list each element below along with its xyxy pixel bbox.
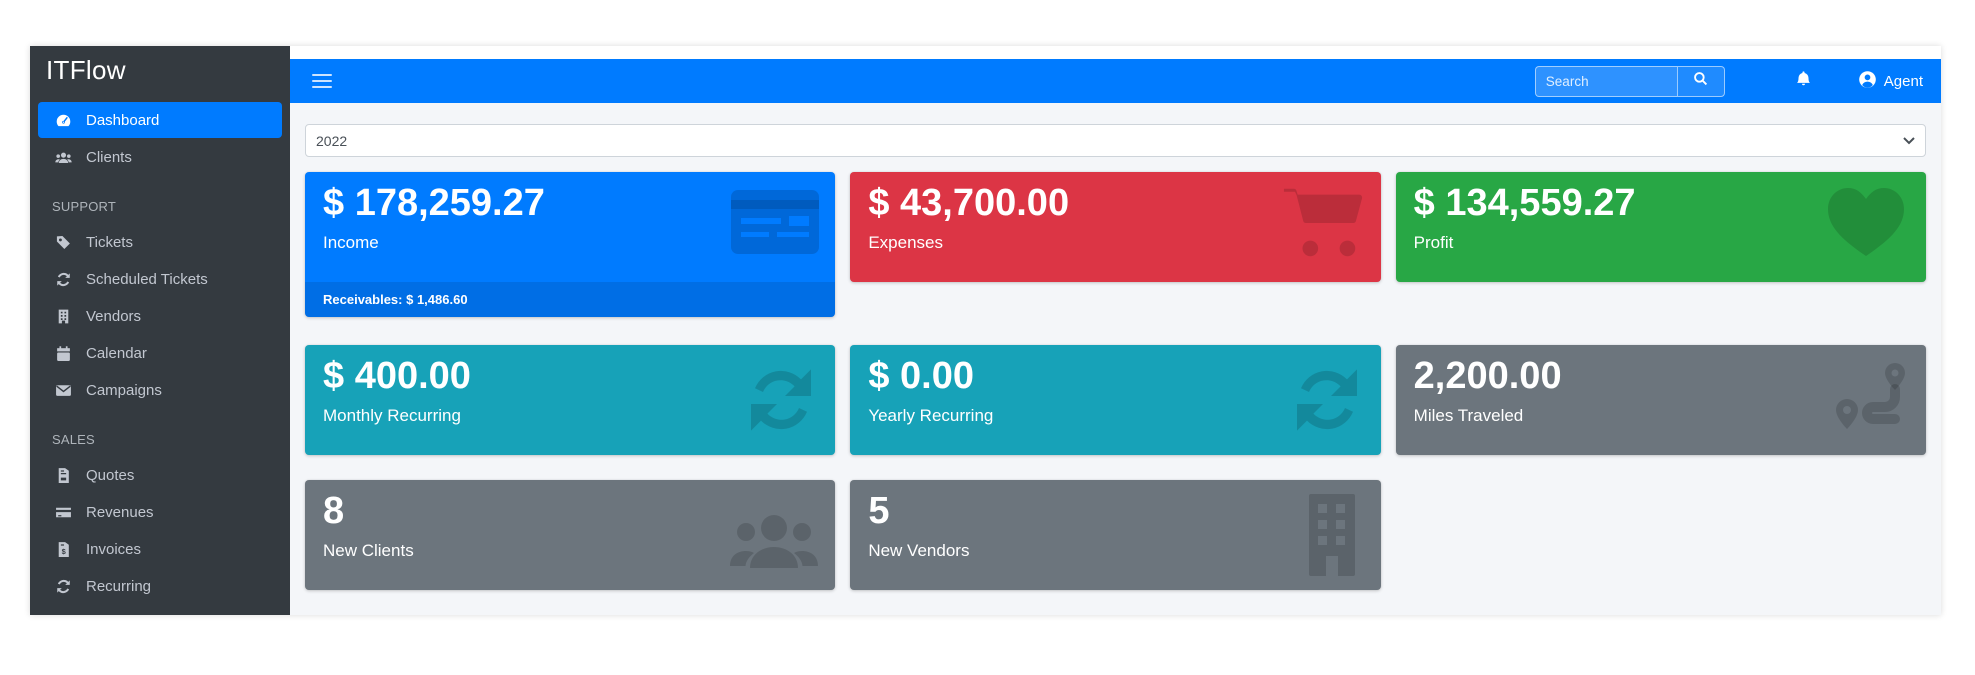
- cards-row-2: $ 400.00 Monthly Recurring $ 0.00 Yearly…: [305, 345, 1926, 455]
- top-gap: [290, 46, 1941, 59]
- miles-traveled-label: Miles Traveled: [1413, 406, 1524, 425]
- sync-icon: [745, 367, 817, 438]
- expenses-label: Expenses: [868, 233, 943, 252]
- file-invoice-icon: [52, 467, 74, 484]
- route-icon: [1832, 361, 1912, 440]
- sync-icon: [1291, 367, 1363, 438]
- sidebar-item-recurring[interactable]: Recurring: [38, 568, 282, 604]
- sidebar-section-sales: SALES: [52, 432, 95, 447]
- sidebar-item-label: Revenues: [86, 503, 154, 521]
- sidebar-item-revenues[interactable]: Revenues: [38, 494, 282, 530]
- miles-traveled-value: 2,200.00: [1413, 355, 1562, 397]
- sidebar-item-invoices[interactable]: $ Invoices: [38, 531, 282, 567]
- receivables-footer: Receivables: $ 1,486.60: [305, 282, 836, 317]
- expenses-value: $ 43,700.00: [868, 182, 1070, 224]
- income-card[interactable]: $ 178,259.27 Income Receivables: $ 1,486…: [305, 172, 836, 317]
- search-button[interactable]: [1676, 65, 1725, 97]
- monthly-recurring-label: Monthly Recurring: [323, 406, 461, 425]
- sidebar-item-vendors[interactable]: Vendors: [38, 298, 282, 334]
- envelope-icon: [52, 382, 74, 399]
- menu-icon[interactable]: [312, 73, 332, 89]
- cards-row-1: $ 178,259.27 Income Receivables: $ 1,486…: [305, 172, 1926, 317]
- user-label: Agent: [1883, 72, 1923, 90]
- profit-label: Profit: [1413, 233, 1454, 252]
- profit-card[interactable]: $ 134,559.27 Profit: [1395, 172, 1926, 282]
- monthly-recurring-value: $ 400.00: [323, 355, 471, 397]
- money-check-icon: [731, 190, 820, 259]
- income-value: $ 178,259.27: [323, 182, 545, 224]
- sidebar-item-label: Quotes: [86, 466, 135, 484]
- sidebar-item-label: Invoices: [86, 540, 142, 558]
- top-navbar: Agent: [290, 59, 1941, 103]
- user-circle-icon: [1858, 70, 1877, 93]
- calendar-icon: [52, 345, 74, 362]
- sync-icon: [52, 271, 74, 288]
- sidebar-section-support: SUPPORT: [52, 199, 117, 214]
- new-vendors-label: New Vendors: [868, 541, 970, 560]
- year-select[interactable]: 2022: [305, 124, 1926, 157]
- bell-icon: [1795, 70, 1812, 92]
- sidebar-item-dashboard[interactable]: Dashboard: [38, 102, 282, 138]
- expenses-card[interactable]: $ 43,700.00 Expenses: [850, 172, 1381, 282]
- shopping-cart-icon: [1281, 186, 1367, 265]
- navbar-search: [1534, 65, 1725, 97]
- users-icon: [52, 149, 74, 166]
- notifications-button[interactable]: [1795, 70, 1812, 92]
- miles-traveled-card[interactable]: 2,200.00 Miles Traveled: [1395, 345, 1926, 455]
- search-input[interactable]: [1534, 65, 1677, 97]
- file-invoice-dollar-icon: $: [52, 541, 74, 558]
- new-vendors-value: 5: [868, 490, 890, 532]
- sidebar-item-quotes[interactable]: Quotes: [38, 457, 282, 493]
- yearly-recurring-card[interactable]: $ 0.00 Yearly Recurring: [850, 345, 1381, 455]
- content-area: 2022 $ 178,259.27 Income Receivables: $ …: [290, 103, 1941, 615]
- cards-row-3: 8 New Clients 5 New Vendors: [305, 480, 1926, 590]
- sidebar-item-label: Scheduled Tickets: [86, 270, 208, 288]
- credit-card-icon: [52, 504, 74, 521]
- yearly-recurring-value: $ 0.00: [868, 355, 974, 397]
- new-vendors-card[interactable]: 5 New Vendors: [850, 480, 1381, 590]
- user-menu[interactable]: Agent: [1858, 70, 1923, 93]
- sidebar-item-label: Clients: [86, 148, 132, 166]
- sidebar-item-label: Recurring: [86, 577, 152, 595]
- yearly-recurring-label: Yearly Recurring: [868, 406, 994, 425]
- new-clients-label: New Clients: [323, 541, 414, 560]
- monthly-recurring-card[interactable]: $ 400.00 Monthly Recurring: [305, 345, 836, 455]
- new-clients-card[interactable]: 8 New Clients: [305, 480, 836, 590]
- sidebar-nav: Dashboard Clients SUPPORT Tickets Sch: [30, 94, 290, 604]
- main-column: Agent 2022 $ 178,259.27 Income Receivabl…: [290, 46, 1941, 615]
- tachometer-icon: [52, 112, 74, 129]
- sidebar-item-tickets[interactable]: Tickets: [38, 224, 282, 260]
- building-icon: [52, 308, 74, 325]
- profit-value: $ 134,559.27: [1413, 182, 1636, 224]
- income-label: Income: [323, 233, 379, 252]
- heart-icon: [1822, 184, 1910, 265]
- sidebar-item-scheduled-tickets[interactable]: Scheduled Tickets: [38, 261, 282, 297]
- sidebar-item-clients[interactable]: Clients: [38, 139, 282, 175]
- new-clients-value: 8: [323, 490, 345, 532]
- tag-icon: [52, 234, 74, 251]
- building-icon: [1305, 492, 1359, 583]
- sync-icon: [52, 578, 74, 595]
- sidebar-item-label: Vendors: [86, 307, 142, 325]
- users-group-icon: [729, 508, 819, 577]
- app-window: ITFlow Dashboard Clients SUPPORT Ticket: [30, 46, 1941, 615]
- sidebar-item-label: Dashboard: [86, 111, 160, 129]
- sidebar: ITFlow Dashboard Clients SUPPORT Ticket: [30, 46, 290, 615]
- brand-logo[interactable]: ITFlow: [46, 55, 126, 85]
- sidebar-item-label: Tickets: [86, 233, 133, 251]
- search-icon: [1693, 71, 1708, 91]
- sidebar-item-label: Campaigns: [86, 381, 162, 399]
- svg-text:$: $: [61, 547, 66, 556]
- sidebar-item-campaigns[interactable]: Campaigns: [38, 372, 282, 408]
- sidebar-item-label: Calendar: [86, 344, 147, 362]
- sidebar-item-calendar[interactable]: Calendar: [38, 335, 282, 371]
